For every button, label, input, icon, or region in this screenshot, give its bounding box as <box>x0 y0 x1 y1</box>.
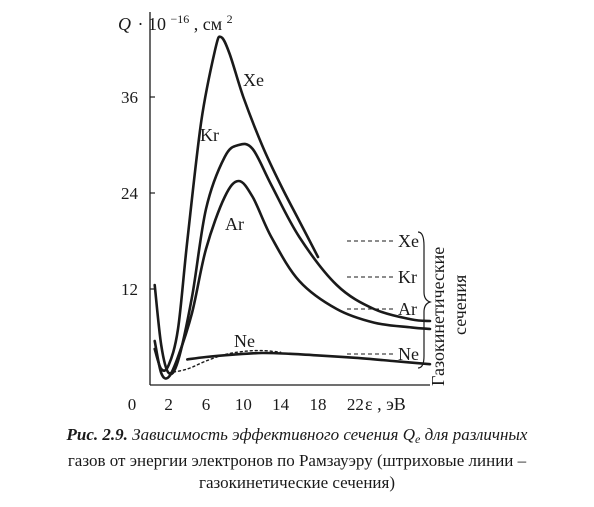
series-line-ne <box>168 349 282 374</box>
caption-line-3: газокинетические сечения) <box>198 473 396 492</box>
y-axis-dot: · <box>138 14 144 34</box>
x-tick-label: 6 <box>202 395 211 414</box>
tick-labels: 0 2 6 10 14 18 22 12 24 36 <box>121 88 364 414</box>
y-axis-symbol: Q <box>118 14 131 34</box>
x-axis-symbol: ε <box>365 394 373 414</box>
figure-caption: Рис. 2.9. Зависимость эффективного сечен… <box>0 424 594 494</box>
series-label-ar: Ar <box>225 214 244 234</box>
series-line-xe <box>153 35 320 372</box>
y-axis-exp: −16 <box>171 12 190 26</box>
x-axis-label: ε , эВ <box>365 394 406 414</box>
x-axis: ε , эВ <box>150 384 430 414</box>
x-tick-label: 0 <box>128 395 137 414</box>
gas-kinetic-label-line2: сечения <box>450 275 470 335</box>
y-axis: Q · 10 −16 , см 2 <box>118 7 233 385</box>
curves <box>153 35 432 380</box>
series-line-ar <box>153 179 432 380</box>
x-tick-label: 2 <box>164 395 173 414</box>
series-label-xe: Xe <box>243 70 264 90</box>
caption-text-1: Зависимость эффективного сечения <box>127 425 403 444</box>
gas-kinetic-brace <box>417 231 432 369</box>
y-axis-unit: , см <box>194 14 222 34</box>
x-tick-label: 18 <box>310 395 327 414</box>
series-line-kr <box>153 142 432 376</box>
gas-kinetic-name-kr: Kr <box>398 267 417 287</box>
y-axis-base: 10 <box>148 14 166 34</box>
y-axis-unit-exp: 2 <box>227 12 233 26</box>
gas-kinetic-name-ne: Ne <box>398 344 419 364</box>
gas-kinetic-name-xe: Xe <box>398 231 419 251</box>
y-tick-label: 12 <box>121 280 138 299</box>
curve-labels: Xe Kr Ar Ne <box>200 70 264 351</box>
y-axis-label: Q · 10 −16 , см 2 <box>118 7 233 34</box>
gas-kinetic-label-line1: Газокинетические <box>428 247 448 386</box>
series-label-kr: Kr <box>200 125 219 145</box>
caption-line-1: Рис. 2.9. Зависимость эффективного сечен… <box>0 424 594 450</box>
x-tick-label: 22 <box>347 395 364 414</box>
gas-kinetic-name-ar: Ar <box>398 299 417 319</box>
caption-text-2: для различных <box>420 425 528 444</box>
x-axis-unit: , эВ <box>377 394 406 414</box>
x-tick-label: 14 <box>272 395 290 414</box>
series-label-ne: Ne <box>234 331 255 351</box>
y-tick-label: 36 <box>121 88 138 107</box>
caption-subscript: e <box>415 432 421 446</box>
caption-symbol: Q <box>402 425 415 444</box>
y-tick-label: 24 <box>121 184 139 203</box>
gas-kinetic-legend: Xe Kr Ar Ne <box>347 231 432 369</box>
caption-line-2: газов от энергии электронов по Рамзауэру… <box>67 451 527 470</box>
series-line-ne <box>186 351 432 366</box>
x-tick-label: 10 <box>235 395 252 414</box>
caption-lead: Рис. 2.9. <box>66 425 128 444</box>
